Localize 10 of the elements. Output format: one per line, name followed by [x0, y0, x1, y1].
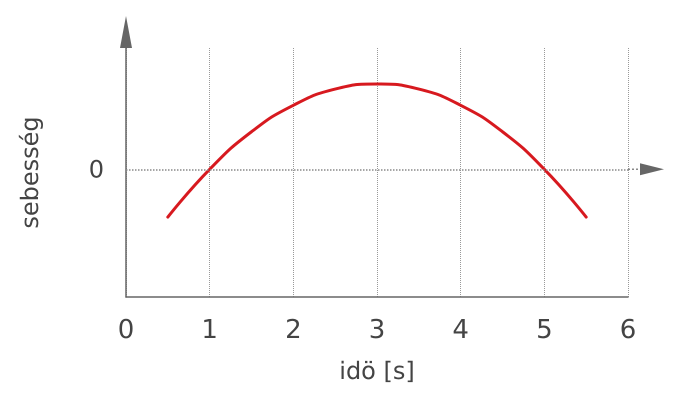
x-tick-label: 5 [536, 315, 553, 345]
x-tick-label: 0 [118, 315, 134, 345]
ref-line-label: 0 [88, 155, 104, 184]
x-tick-label: 3 [368, 315, 386, 345]
y-axis-title: sebesség [16, 116, 44, 229]
x-tick-label: 6 [620, 315, 636, 345]
x-tick-label: 1 [201, 315, 218, 345]
x-axis-title: idö [s] [339, 357, 415, 385]
x-tick-label: 4 [452, 315, 469, 345]
x-tick-label: 2 [285, 315, 302, 345]
